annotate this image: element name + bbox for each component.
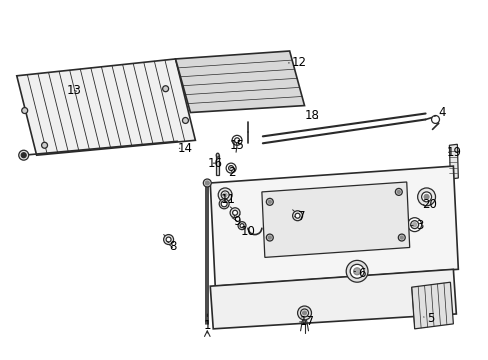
Ellipse shape (216, 153, 219, 157)
Polygon shape (175, 51, 304, 113)
Polygon shape (448, 144, 457, 179)
Circle shape (221, 191, 229, 199)
Text: 1: 1 (203, 314, 211, 332)
Text: 9: 9 (233, 215, 240, 228)
Circle shape (268, 201, 271, 203)
Text: 6: 6 (353, 267, 365, 280)
Text: 10: 10 (240, 225, 255, 238)
Circle shape (41, 142, 47, 148)
Circle shape (394, 188, 402, 195)
Circle shape (219, 199, 229, 209)
Circle shape (221, 201, 226, 207)
Circle shape (234, 138, 239, 143)
Circle shape (163, 235, 173, 244)
Circle shape (346, 260, 367, 282)
Circle shape (205, 181, 209, 185)
Circle shape (302, 311, 306, 315)
Text: 5: 5 (423, 312, 433, 325)
Circle shape (396, 190, 400, 193)
Circle shape (230, 208, 240, 218)
Text: 12: 12 (288, 57, 306, 69)
Polygon shape (17, 59, 195, 155)
Text: 4: 4 (434, 106, 445, 119)
Circle shape (407, 218, 421, 231)
Circle shape (398, 234, 405, 241)
Text: 2: 2 (228, 166, 235, 179)
Circle shape (300, 309, 308, 317)
Text: 3: 3 (410, 219, 423, 232)
Circle shape (423, 194, 428, 199)
Circle shape (240, 224, 244, 228)
Circle shape (292, 211, 302, 221)
Circle shape (21, 153, 26, 158)
Polygon shape (216, 155, 219, 175)
Circle shape (353, 268, 360, 275)
Text: 11: 11 (220, 193, 235, 206)
Circle shape (21, 108, 28, 113)
Text: 20: 20 (421, 198, 436, 211)
Circle shape (232, 210, 237, 215)
Polygon shape (411, 282, 452, 329)
Circle shape (266, 198, 273, 205)
Circle shape (268, 236, 271, 239)
Circle shape (294, 213, 300, 218)
Circle shape (266, 234, 273, 241)
Circle shape (349, 264, 364, 278)
Circle shape (421, 192, 431, 202)
Text: 17: 17 (299, 315, 314, 328)
Circle shape (297, 306, 311, 320)
Text: 18: 18 (305, 109, 319, 122)
Polygon shape (414, 187, 431, 207)
Circle shape (232, 135, 242, 145)
Text: 7: 7 (294, 210, 305, 223)
Text: 8: 8 (167, 240, 176, 253)
Text: 13: 13 (67, 84, 81, 97)
Circle shape (223, 193, 226, 197)
Circle shape (225, 163, 236, 173)
Polygon shape (262, 182, 409, 257)
Circle shape (431, 116, 439, 123)
Text: 14: 14 (178, 142, 193, 155)
Circle shape (203, 179, 211, 187)
Text: 15: 15 (229, 139, 244, 152)
Circle shape (400, 236, 403, 239)
Polygon shape (210, 166, 457, 286)
Circle shape (238, 222, 245, 230)
Circle shape (166, 237, 171, 242)
Text: 16: 16 (207, 157, 222, 170)
Circle shape (228, 166, 233, 171)
Circle shape (218, 188, 232, 202)
Circle shape (417, 188, 435, 206)
Text: 19: 19 (446, 146, 461, 159)
Circle shape (182, 117, 188, 123)
Circle shape (412, 223, 416, 227)
Circle shape (410, 221, 418, 229)
Circle shape (163, 86, 168, 92)
Circle shape (19, 150, 29, 160)
Polygon shape (210, 269, 455, 329)
